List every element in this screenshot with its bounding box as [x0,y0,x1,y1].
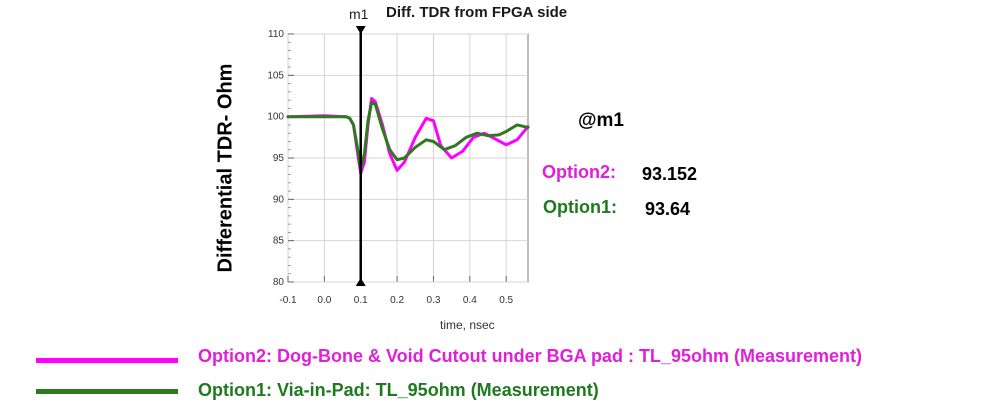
legend-line-option1 [36,389,178,394]
marker-readout-option2-name: Option2: [542,162,616,182]
x-tick-label: 0.1 [354,295,368,306]
legend-line-option2 [36,358,178,363]
legend-text-option2: Option2: Dog-Bone & Void Cutout under BG… [198,346,862,366]
series-line-option1 [286,101,530,171]
x-tick-label: 0.0 [317,295,331,306]
y-tick-label: 95 [273,153,285,164]
marker-m1-label: m1 [349,6,369,22]
x-tick-label: 0.3 [427,295,441,306]
x-tick-label: 0.5 [499,295,513,306]
legend-text-option1: Option1: Via-in-Pad: TL_95ohm (Measureme… [198,380,599,400]
marker-readout-heading: @m1 [578,110,624,131]
marker-readout-option1-value: 93.64 [645,199,691,219]
y-tick-label: 90 [273,194,285,205]
x-tick-label: 0.2 [390,295,404,306]
marker-m1-top-arrow [355,26,366,34]
y-tick-label: 85 [273,236,285,247]
x-tick-label: 0.4 [463,295,477,306]
x-tick-label: -0.1 [279,295,297,306]
y-tick-label: 100 [267,112,284,123]
y-tick-label: 80 [273,277,285,288]
x-axis-title: time, nsec [440,318,495,332]
marker-m1-bottom-arrow [355,278,366,286]
chart-title: Diff. TDR from FPGA side [386,4,568,21]
marker-readout-option1-name: Option1: [543,197,617,217]
y-tick-label: 110 [268,29,284,40]
marker-readout-option2-value: 93.152 [642,164,698,184]
y-tick-label: 105 [267,70,284,81]
